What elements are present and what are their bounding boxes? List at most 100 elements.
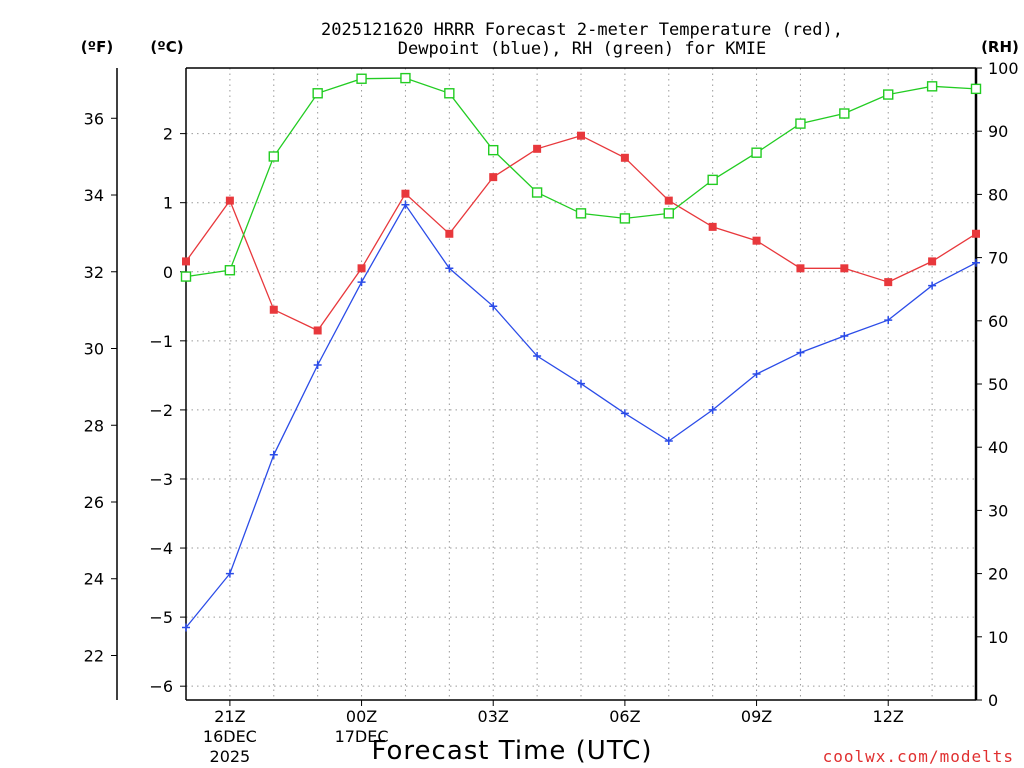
x-tick-label: 09Z	[741, 707, 772, 726]
temperature-point	[752, 236, 761, 245]
celsius-tick-label: −3	[149, 470, 173, 489]
rh-tick-label: 70	[988, 249, 1008, 268]
rh-point	[707, 174, 718, 186]
dewpoint-point	[269, 450, 278, 459]
temperature-point	[313, 326, 322, 335]
dewpoint-point	[752, 369, 761, 378]
rh-tick-label: 60	[988, 312, 1008, 331]
dewpoint-point	[533, 352, 542, 361]
celsius-tick-label: −1	[149, 332, 173, 351]
rh-point	[268, 151, 279, 162]
x-tick-date: 17DEC	[335, 727, 389, 746]
rh-point	[663, 208, 674, 219]
dewpoint-point	[928, 281, 937, 290]
temperature-point	[796, 264, 805, 273]
dewpoint-point	[577, 379, 585, 388]
rh-point	[356, 73, 367, 84]
rh-point	[839, 108, 850, 119]
celsius-tick-label: −2	[149, 401, 173, 420]
temperature-point	[533, 144, 542, 153]
temperature-point	[620, 153, 629, 162]
dewpoint-point	[884, 316, 893, 325]
x-tick-label: 00Z	[346, 707, 377, 726]
rh-point	[926, 81, 938, 92]
chart-title-line1: 2025121620 HRRR Forecast 2-meter Tempera…	[321, 20, 843, 40]
rh-point	[883, 89, 894, 100]
rh-point	[224, 265, 236, 276]
temperature-point	[225, 196, 234, 205]
chart-title-line2: Dewpoint (blue), RH (green) for KMIE	[398, 39, 766, 59]
temperature-point	[445, 229, 454, 238]
temperature-point	[489, 173, 498, 182]
temperature-point	[928, 257, 937, 266]
dewpoint-point	[664, 436, 673, 445]
fahrenheit-tick-label: 30	[84, 340, 104, 359]
dewpoint-point	[182, 623, 190, 632]
watermark: coolwx.com/modelts	[823, 747, 1014, 766]
rh-point	[312, 88, 323, 99]
fahrenheit-tick-label: 36	[84, 109, 104, 128]
fahrenheit-tick-label: 22	[84, 646, 104, 665]
temperature-point	[269, 305, 278, 314]
dewpoint-point	[445, 264, 454, 273]
rh-tick-label: 90	[988, 122, 1008, 141]
dewpoint-point	[840, 331, 849, 340]
series	[180, 72, 982, 632]
rh-tick-label: 80	[988, 185, 1008, 204]
celsius-axis-label: (ºC)	[150, 38, 183, 56]
temperature-point	[840, 264, 849, 273]
dewpoint-point	[796, 348, 805, 357]
fahrenheit-tick-label: 32	[84, 263, 104, 282]
dewpoint-point	[313, 361, 322, 370]
rh-axis-label: (RH)	[981, 38, 1019, 56]
rh-point	[531, 187, 543, 198]
x-tick-label: 21Z	[214, 707, 245, 726]
temperature-point	[577, 131, 585, 140]
celsius-tick-label: −6	[149, 677, 173, 696]
rh-tick-label: 20	[988, 565, 1008, 584]
celsius-tick-label: 1	[163, 194, 173, 213]
rh-point	[400, 72, 411, 84]
x-tick-label: 03Z	[478, 707, 509, 726]
rh-point	[180, 271, 192, 282]
dewpoint-point	[489, 302, 498, 311]
temperature-point	[972, 229, 980, 238]
x-tick-year: 2025	[210, 747, 251, 766]
rh-tick-label: 10	[988, 628, 1008, 647]
fahrenheit-tick-label: 24	[84, 570, 104, 589]
temperature-point	[884, 278, 893, 287]
rh-tick-label: 100	[988, 59, 1019, 78]
x-tick-label: 06Z	[609, 707, 640, 726]
fahrenheit-axis-label: (ºF)	[81, 38, 113, 56]
rh-point	[751, 147, 762, 158]
dewpoint-point	[972, 258, 980, 267]
celsius-tick-label: 2	[163, 125, 173, 144]
dewpoint-point	[620, 409, 629, 418]
celsius-tick-label: −4	[149, 539, 173, 558]
fahrenheit-tick-label: 34	[84, 186, 104, 205]
rh-point	[444, 88, 455, 99]
rh-tick-label: 30	[988, 501, 1008, 520]
temperature-point	[401, 189, 410, 198]
rh-tick-label: 50	[988, 375, 1008, 394]
rh-point	[970, 83, 982, 95]
x-tick-label: 12Z	[873, 707, 904, 726]
dewpoint-point	[708, 405, 717, 414]
temperature-point	[708, 222, 717, 231]
temperature-point	[182, 257, 190, 266]
fahrenheit-tick-label: 26	[84, 493, 104, 512]
rh-tick-label: 40	[988, 438, 1008, 457]
fahrenheit-tick-label: 28	[84, 416, 104, 435]
temperature-point	[357, 264, 366, 273]
temperature-point	[664, 196, 673, 205]
x-tick-date: 16DEC	[203, 727, 257, 746]
axes: 210−1−2−3−4−5−63634323028262422100908070…	[84, 59, 1019, 766]
rh-point	[619, 213, 631, 224]
rh-tick-label: 0	[988, 691, 998, 710]
rh-point	[488, 144, 499, 156]
dewpoint-point	[401, 200, 410, 209]
celsius-tick-label: −5	[149, 608, 173, 627]
rh-point	[575, 208, 587, 219]
celsius-tick-label: 0	[163, 263, 173, 282]
